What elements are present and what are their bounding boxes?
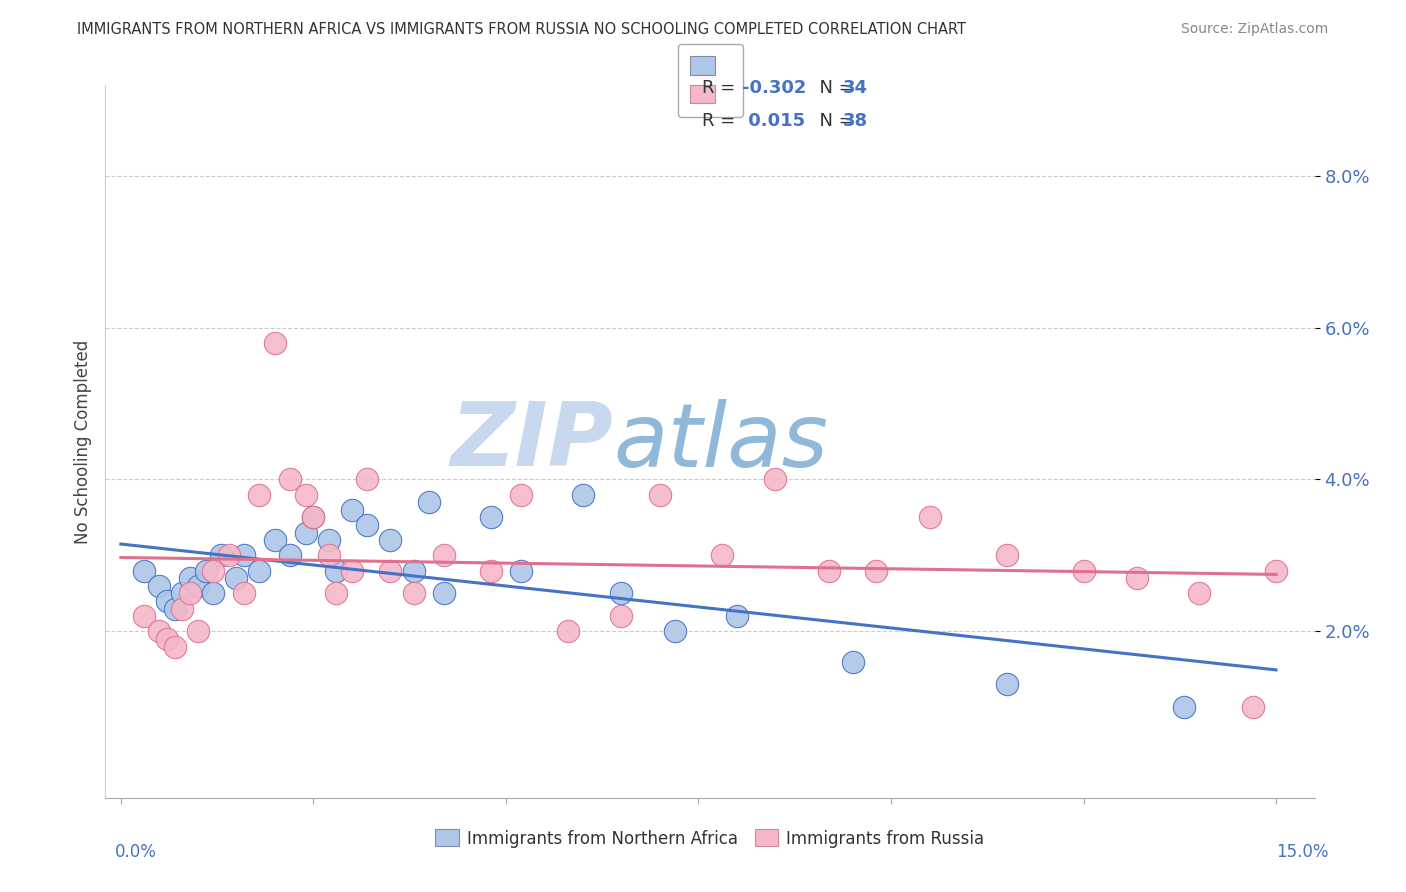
Point <box>418 495 440 509</box>
Text: Source: ZipAtlas.com: Source: ZipAtlas.com <box>1181 22 1329 37</box>
Point <box>995 549 1018 563</box>
Point <box>725 609 748 624</box>
Point <box>1126 571 1149 585</box>
Text: N =: N = <box>808 112 859 129</box>
Point <box>233 586 256 600</box>
Point <box>202 586 225 600</box>
Point <box>156 594 179 608</box>
Text: -0.302: -0.302 <box>742 79 806 97</box>
Text: 0.0%: 0.0% <box>115 843 157 861</box>
Point <box>818 564 841 578</box>
Point <box>433 586 456 600</box>
Point <box>510 564 533 578</box>
Point <box>302 510 325 524</box>
Point <box>648 488 671 502</box>
Point <box>294 525 316 540</box>
Point <box>249 564 271 578</box>
Legend: Immigrants from Northern Africa, Immigrants from Russia: Immigrants from Northern Africa, Immigra… <box>429 822 991 855</box>
Point <box>163 640 186 654</box>
Point <box>194 564 217 578</box>
Text: R =: R = <box>703 79 741 97</box>
Point <box>278 473 301 487</box>
Text: N =: N = <box>808 79 859 97</box>
Point <box>433 549 456 563</box>
Point <box>294 488 316 502</box>
Point <box>264 335 287 350</box>
Point <box>380 533 402 548</box>
Point <box>557 624 579 639</box>
Point <box>148 624 170 639</box>
Text: atlas: atlas <box>613 399 828 484</box>
Point <box>233 549 256 563</box>
Point <box>318 533 340 548</box>
Point <box>340 503 363 517</box>
Point <box>610 586 633 600</box>
Text: 34: 34 <box>844 79 868 97</box>
Point <box>865 564 887 578</box>
Point <box>132 564 155 578</box>
Point <box>179 571 201 585</box>
Point <box>572 488 595 502</box>
Point <box>148 579 170 593</box>
Point <box>356 473 378 487</box>
Point <box>765 473 787 487</box>
Point <box>325 564 347 578</box>
Point <box>664 624 686 639</box>
Point <box>179 586 201 600</box>
Point <box>610 609 633 624</box>
Point <box>187 624 209 639</box>
Point <box>1188 586 1211 600</box>
Point <box>156 632 179 646</box>
Point <box>218 549 240 563</box>
Point <box>278 549 301 563</box>
Point <box>1073 564 1095 578</box>
Point <box>710 549 733 563</box>
Text: R =: R = <box>703 112 741 129</box>
Point <box>187 579 209 593</box>
Point <box>172 586 194 600</box>
Point <box>479 510 502 524</box>
Point <box>1265 564 1288 578</box>
Point <box>132 609 155 624</box>
Point <box>163 601 186 615</box>
Point <box>209 549 232 563</box>
Text: 15.0%: 15.0% <box>1277 843 1329 861</box>
Point <box>1173 700 1195 714</box>
Text: 0.015: 0.015 <box>742 112 804 129</box>
Point <box>402 586 425 600</box>
Point <box>402 564 425 578</box>
Point <box>356 518 378 533</box>
Point <box>264 533 287 548</box>
Point <box>325 586 347 600</box>
Point <box>510 488 533 502</box>
Point <box>340 564 363 578</box>
Point <box>318 549 340 563</box>
Text: 38: 38 <box>844 112 868 129</box>
Point <box>995 677 1018 691</box>
Point <box>841 655 863 669</box>
Point <box>249 488 271 502</box>
Point <box>479 564 502 578</box>
Point <box>918 510 941 524</box>
Point <box>302 510 325 524</box>
Y-axis label: No Schooling Completed: No Schooling Completed <box>73 340 91 543</box>
Point <box>172 601 194 615</box>
Text: ZIP: ZIP <box>450 398 613 485</box>
Point <box>1241 700 1264 714</box>
Point <box>225 571 247 585</box>
Text: IMMIGRANTS FROM NORTHERN AFRICA VS IMMIGRANTS FROM RUSSIA NO SCHOOLING COMPLETED: IMMIGRANTS FROM NORTHERN AFRICA VS IMMIG… <box>77 22 966 37</box>
Point <box>202 564 225 578</box>
Point <box>380 564 402 578</box>
